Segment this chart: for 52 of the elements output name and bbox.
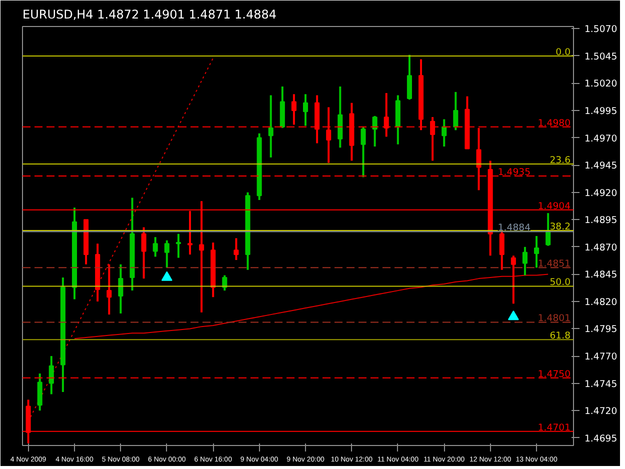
y-tick-label: 1.4870: [584, 242, 618, 254]
ref-line-label: 1.4750: [538, 368, 571, 380]
chart-title: EURUSD,H4 1.4872 1.4901 1.4871 1.4884: [22, 8, 277, 22]
candlestick: [118, 263, 124, 314]
candlestick: [499, 230, 504, 271]
ref-line-label: 1.4701: [538, 422, 571, 434]
candlestick: [176, 232, 181, 259]
candlestick: [106, 263, 112, 316]
annotation: 23.6: [550, 154, 571, 166]
y-tick-label: 1.5020: [584, 78, 618, 90]
y-tick-label: 1.4820: [584, 296, 618, 308]
candlestick: [534, 235, 540, 269]
annotation: 50.0: [550, 277, 571, 288]
candlestick: [234, 237, 239, 262]
y-tick-label: 1.4845: [584, 270, 618, 281]
candlestick: [291, 93, 296, 126]
candlestick: [360, 126, 366, 178]
y-tick-label: 1.4970: [584, 133, 618, 144]
y-tick-label: 1.5045: [584, 51, 618, 62]
annotation: 61.8: [550, 330, 571, 342]
y-tick-label: 1.5070: [584, 24, 618, 36]
candlestick: [152, 236, 158, 258]
annotation: 38.2: [550, 222, 571, 233]
y-tick-label: 1.4695: [584, 433, 618, 444]
candlestick: [222, 274, 228, 292]
y-tick-label: 1.4920: [584, 188, 618, 199]
candlestick: [546, 212, 551, 247]
candlestick: [510, 254, 516, 305]
candlestick: [406, 54, 412, 101]
ref-line-label: 1.4801: [538, 313, 571, 324]
candlestick: [372, 114, 378, 148]
ref-line-label: 1.4935: [498, 166, 531, 178]
y-tick-label: 1.4745: [584, 378, 618, 390]
y-tick-label: 1.4995: [584, 106, 618, 118]
candlestick: [141, 226, 146, 280]
y-tick-label: 1.4795: [584, 324, 618, 336]
ref-line-label: 1.4980: [538, 118, 571, 129]
annotation: 0.0: [556, 46, 571, 58]
y-tick-label: 1.4770: [584, 352, 618, 363]
candlestick: [48, 355, 54, 396]
y-tick-label: 1.4895: [584, 215, 618, 226]
y-tick-label: 1.4945: [584, 160, 618, 172]
candlestick: [302, 93, 308, 127]
candlestick: [522, 246, 528, 276]
candlestick: [442, 118, 447, 148]
ref-line-label: 1.4851: [538, 258, 571, 270]
candlestick: [268, 94, 274, 158]
candlestick: [164, 239, 170, 269]
candlestick: [37, 372, 42, 412]
y-tick-label: 1.4720: [584, 406, 618, 418]
ref-line-label: 1.4904: [538, 200, 571, 212]
candlestick: [453, 90, 458, 132]
